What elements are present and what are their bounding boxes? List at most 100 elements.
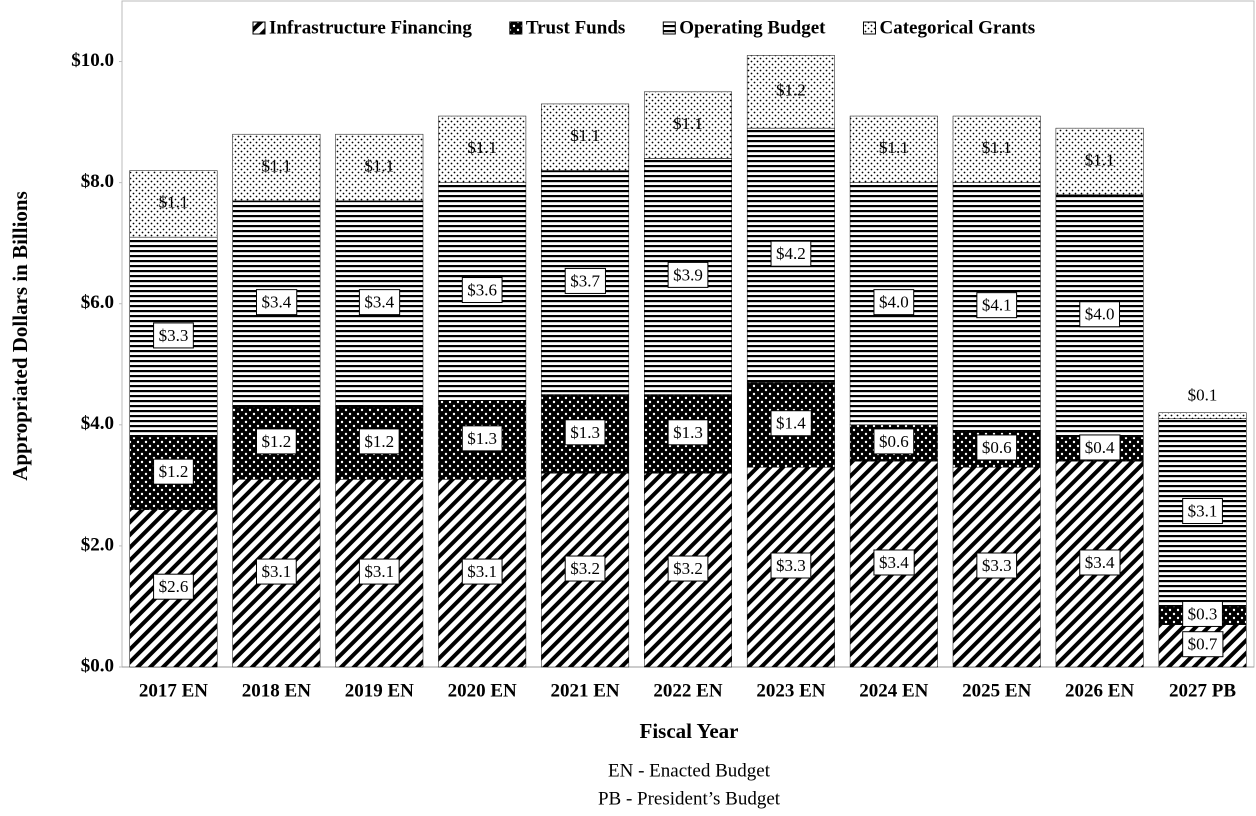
y-tick-label: $10.0: [71, 50, 114, 71]
value-label: $1.1: [570, 126, 600, 145]
value-label: $3.4: [1085, 553, 1115, 572]
value-label: $3.3: [982, 556, 1012, 575]
y-axis-title: Appropriated Dollars in Billions: [8, 191, 32, 481]
value-label: $1.1: [159, 193, 189, 212]
legend-label: Categorical Grants: [879, 17, 1035, 38]
value-label: $1.1: [879, 138, 909, 157]
x-tick-label: 2017 EN: [139, 680, 208, 701]
value-label: $0.3: [1188, 604, 1218, 623]
value-label-box: [667, 419, 709, 446]
bar-segment: [232, 133, 321, 202]
bar-segment: [746, 55, 835, 129]
value-label: $1.1: [673, 114, 703, 133]
value-label: $0.4: [1085, 438, 1115, 457]
value-label: $1.2: [261, 432, 291, 451]
value-label-box: [255, 428, 297, 455]
value-label-box: [873, 428, 915, 455]
value-label: $1.1: [261, 156, 291, 175]
value-label: $1.1: [364, 156, 394, 175]
value-label-box: [667, 555, 709, 582]
value-label: $3.2: [570, 559, 600, 578]
value-label-box: [1182, 631, 1224, 658]
value-label-box: [873, 549, 915, 576]
value-label: $3.6: [467, 281, 497, 300]
x-tick-label: 2023 EN: [756, 680, 825, 701]
value-label-box: [976, 292, 1018, 319]
value-label-box: [770, 552, 812, 579]
value-label: $3.3: [159, 326, 189, 345]
bar-segment: [644, 91, 732, 159]
value-label-box: [1182, 600, 1223, 627]
value-label-box: [1079, 549, 1121, 576]
x-tick-label: 2022 EN: [653, 680, 722, 701]
x-axis-title: Fiscal Year: [640, 719, 739, 743]
value-label: $3.1: [364, 562, 394, 581]
value-label: $2.6: [159, 577, 189, 596]
value-label-box: [1079, 434, 1121, 461]
value-label-box: [976, 552, 1018, 579]
bar-segment: [541, 103, 630, 171]
value-label-box: [1182, 498, 1223, 525]
value-label: $3.7: [570, 271, 600, 290]
legend-swatch: [252, 21, 266, 35]
value-label-box: [358, 289, 401, 316]
value-label: $0.1: [1188, 386, 1218, 405]
y-tick-label: $2.0: [81, 534, 114, 555]
note: PB - President’s Budget: [598, 788, 781, 809]
legend-label: Operating Budget: [679, 17, 826, 38]
y-tick-label: $8.0: [81, 171, 114, 192]
value-label-box: [461, 558, 503, 585]
value-label: $4.1: [982, 296, 1012, 315]
legend-swatch: [662, 21, 676, 35]
value-label-box: [255, 289, 298, 316]
value-label-box: [564, 419, 606, 446]
value-label: $1.1: [467, 138, 497, 157]
y-tick-label: $0.0: [81, 655, 114, 676]
value-label: $3.3: [776, 556, 806, 575]
value-label-box: [461, 277, 503, 304]
value-label: $1.4: [776, 414, 806, 433]
value-label: $1.2: [364, 432, 394, 451]
value-label: $1.1: [982, 138, 1012, 157]
bar-segment: [849, 115, 938, 183]
y-tick-label: $4.0: [81, 413, 114, 434]
value-label: $0.6: [879, 432, 909, 451]
value-label-box: [461, 425, 503, 452]
value-label-box: [873, 289, 915, 316]
value-label-box: [770, 410, 812, 437]
value-label: $3.1: [261, 562, 291, 581]
value-label: $1.3: [570, 423, 600, 442]
value-label: $3.1: [467, 562, 497, 581]
y-tick-label: $6.0: [81, 292, 114, 313]
value-label: $4.2: [776, 244, 806, 263]
bar-segment: [952, 115, 1041, 183]
value-label-box: [667, 261, 709, 288]
value-label: $0.7: [1188, 635, 1218, 654]
value-label: $3.9: [673, 265, 703, 284]
value-label-box: [358, 428, 400, 455]
value-label: $3.4: [364, 293, 394, 312]
bar-segment: [438, 115, 527, 183]
legend-swatch: [509, 21, 523, 35]
value-label: $1.1: [1085, 150, 1115, 169]
value-label: $1.2: [159, 462, 189, 481]
value-label-box: [358, 558, 400, 585]
value-label-box: [153, 322, 194, 349]
x-tick-label: 2027 PB: [1169, 680, 1236, 701]
value-label: $1.2: [776, 81, 806, 100]
x-tick-label: 2021 EN: [551, 680, 620, 701]
x-tick-label: 2026 EN: [1065, 680, 1134, 701]
value-label-box: [1079, 301, 1121, 328]
bar-segment: [1055, 127, 1144, 195]
legend-swatch: [862, 21, 876, 35]
value-label-box: [564, 555, 606, 582]
x-tick-label: 2018 EN: [242, 680, 311, 701]
x-tick-label: 2024 EN: [859, 680, 928, 701]
legend-label: Infrastructure Financing: [269, 17, 472, 38]
value-label-box: [255, 558, 297, 585]
bar-segment: [335, 133, 424, 202]
value-label: $4.0: [1085, 305, 1115, 324]
value-label: $3.4: [261, 293, 291, 312]
x-tick-label: 2020 EN: [448, 680, 517, 701]
